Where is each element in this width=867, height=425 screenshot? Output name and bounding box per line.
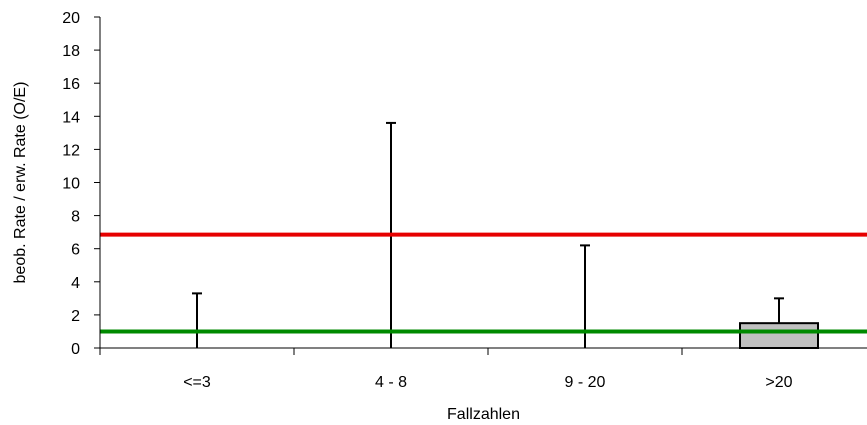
reference-lines — [100, 232, 867, 334]
y-tick-label: 14 — [62, 109, 80, 126]
x-axis-title: Fallzahlen — [447, 406, 520, 423]
x-tick-label: <=3 — [183, 374, 211, 391]
x-axis-ticks — [99, 348, 683, 355]
x-tick-label: >20 — [765, 374, 792, 391]
x-tick-label: 9 - 20 — [565, 374, 606, 391]
x-tick-label: 4 - 8 — [375, 374, 407, 391]
bar — [739, 322, 819, 349]
y-tick-label: 12 — [62, 142, 80, 159]
y-axis-title: beob. Rate / erw. Rate (O/E) — [12, 82, 29, 284]
y-tick-label: 6 — [71, 242, 80, 259]
y-tick-label: 0 — [71, 341, 80, 358]
y-tick-label: 2 — [71, 308, 80, 325]
y-tick-label: 20 — [62, 10, 80, 27]
y-tick-label: 4 — [71, 275, 80, 292]
y-axis-ticks: 0 2 4 6 8 10 12 14 16 18 20 — [62, 10, 100, 358]
y-tick-label: 8 — [71, 209, 80, 226]
y-tick-label: 16 — [62, 76, 80, 93]
x-axis-labels: <=3 4 - 8 9 - 20 >20 — [183, 374, 792, 391]
bars — [739, 322, 819, 349]
y-tick-label: 18 — [62, 43, 80, 60]
y-tick-label: 10 — [62, 176, 80, 193]
